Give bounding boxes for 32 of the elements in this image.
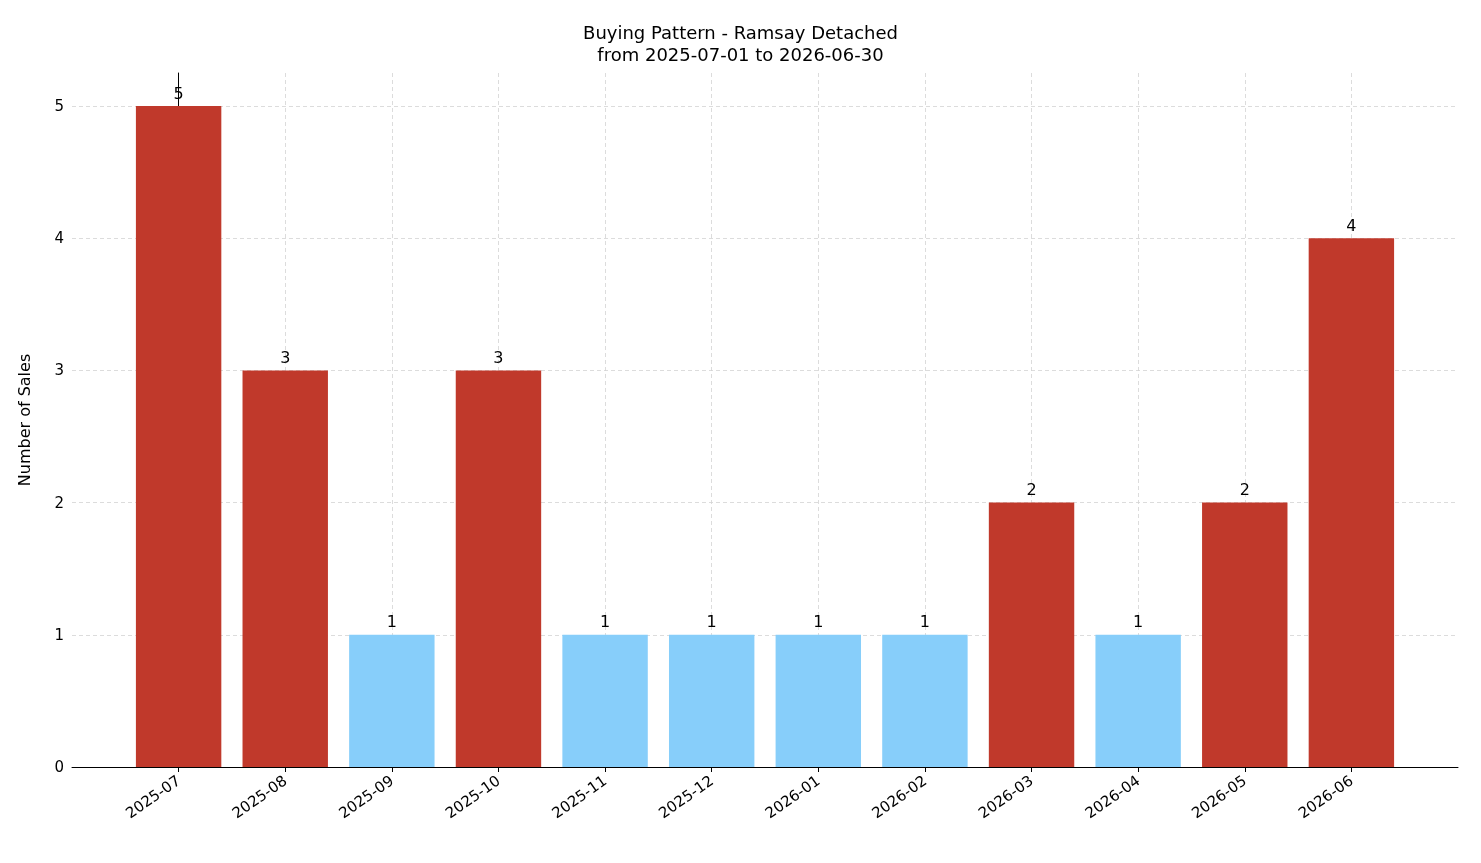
bar — [349, 634, 435, 767]
bar — [455, 370, 542, 767]
chart-title: Buying Pattern - Ramsay Detached — [583, 21, 898, 43]
y-tick-label: 4 — [54, 229, 64, 248]
chart-subtitle: from 2025-07-01 to 2026-06-30 — [597, 43, 884, 65]
bar — [135, 106, 222, 767]
data-label: 3 — [493, 347, 504, 367]
y-tick-label: 1 — [54, 625, 64, 644]
bar — [242, 370, 328, 767]
bar — [668, 634, 755, 767]
bar — [775, 634, 862, 767]
bar — [1308, 238, 1395, 767]
y-axis-title: Number of Sales — [14, 353, 34, 487]
data-label: 1 — [706, 612, 717, 632]
bar — [988, 502, 1075, 767]
data-label: 2 — [1239, 480, 1250, 500]
y-tick-label: 2 — [54, 493, 64, 512]
data-label: 3 — [280, 347, 291, 367]
data-label: 1 — [919, 612, 931, 632]
data-label: 1 — [599, 612, 611, 632]
bar — [1202, 502, 1288, 767]
bar — [1095, 634, 1181, 767]
data-label: 2 — [1026, 480, 1037, 500]
y-tick-label: 3 — [54, 361, 64, 380]
bar — [882, 634, 968, 767]
y-tick-label: 0 — [54, 758, 64, 776]
y-tick-label: 5 — [54, 97, 64, 116]
data-label: 1 — [813, 612, 824, 632]
bar — [562, 634, 648, 767]
data-label: 1 — [386, 612, 397, 632]
data-label: 1 — [1133, 612, 1144, 632]
data-label: 4 — [1346, 215, 1357, 235]
